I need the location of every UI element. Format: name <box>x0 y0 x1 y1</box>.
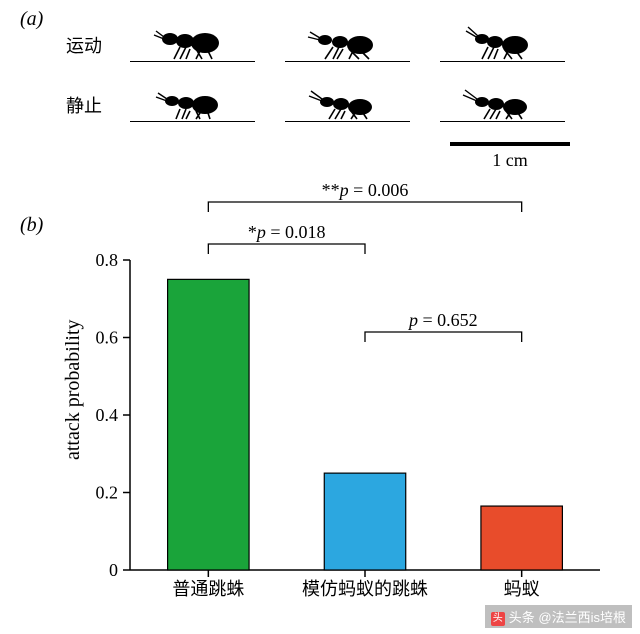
silhouette-cell <box>275 20 430 62</box>
watermark: 头头条 @法兰西is培根 <box>485 605 632 628</box>
watermark-logo-icon: 头 <box>491 612 505 626</box>
x-axis-label: 蚂蚁 <box>443 575 600 601</box>
svg-text:0.4: 0.4 <box>96 405 119 425</box>
ant-silhouette-icon <box>275 20 430 62</box>
svg-text:**p = 0.006: **p = 0.006 <box>322 180 409 200</box>
svg-text:0.6: 0.6 <box>96 328 119 348</box>
silhouette-cell <box>430 20 585 62</box>
panel-a: 运动 <box>60 20 620 140</box>
x-axis-label: 模仿蚂蚁的跳蛛 <box>287 575 444 601</box>
silhouette-cell <box>430 80 585 122</box>
scalebar-label: 1 cm <box>440 150 580 171</box>
x-axis-labels: 普通跳蛛模仿蚂蚁的跳蛛蚂蚁 <box>130 575 600 601</box>
ground-line <box>440 61 565 62</box>
ground-line <box>130 61 255 62</box>
ground-line <box>285 121 410 122</box>
bar-chart: 0 0.2 0.4 0.6 0.8 **p = 0.006 *p = 0.018 p = 0.… <box>70 180 620 610</box>
ground-line <box>130 121 255 122</box>
panel-a-label: (a) <box>20 8 43 31</box>
watermark-text: 头条 @法兰西is培根 <box>509 610 626 625</box>
silhouette-row-still: 静止 <box>60 80 620 122</box>
x-axis-label: 普通跳蛛 <box>130 575 287 601</box>
scalebar: 1 cm <box>440 142 580 171</box>
ant-silhouette-icon <box>120 20 275 62</box>
ant-silhouette-icon <box>275 80 430 122</box>
svg-text:*p = 0.018: *p = 0.018 <box>248 222 326 242</box>
ant-silhouette-icon <box>430 80 585 122</box>
svg-text:0: 0 <box>109 560 118 580</box>
panel-b-label: (b) <box>20 214 43 237</box>
svg-text:0.8: 0.8 <box>96 250 119 270</box>
row-label-moving: 运动 <box>60 32 120 62</box>
ground-line <box>440 121 565 122</box>
silhouette-cell <box>120 20 275 62</box>
ground-line <box>285 61 410 62</box>
svg-text:0.2: 0.2 <box>96 483 119 503</box>
svg-text:p = 0.652: p = 0.652 <box>407 310 478 330</box>
figure: (a) (b) 运动 <box>0 0 640 634</box>
silhouette-cell <box>120 80 275 122</box>
ant-silhouette-icon <box>120 80 275 122</box>
scalebar-line <box>450 142 570 146</box>
silhouette-cell <box>275 80 430 122</box>
ant-silhouette-icon <box>430 20 585 62</box>
row-label-still: 静止 <box>60 92 120 122</box>
silhouette-row-moving: 运动 <box>60 20 620 62</box>
panel-b: attack probability 00.20.40.60.8**p = 0.… <box>70 180 620 610</box>
